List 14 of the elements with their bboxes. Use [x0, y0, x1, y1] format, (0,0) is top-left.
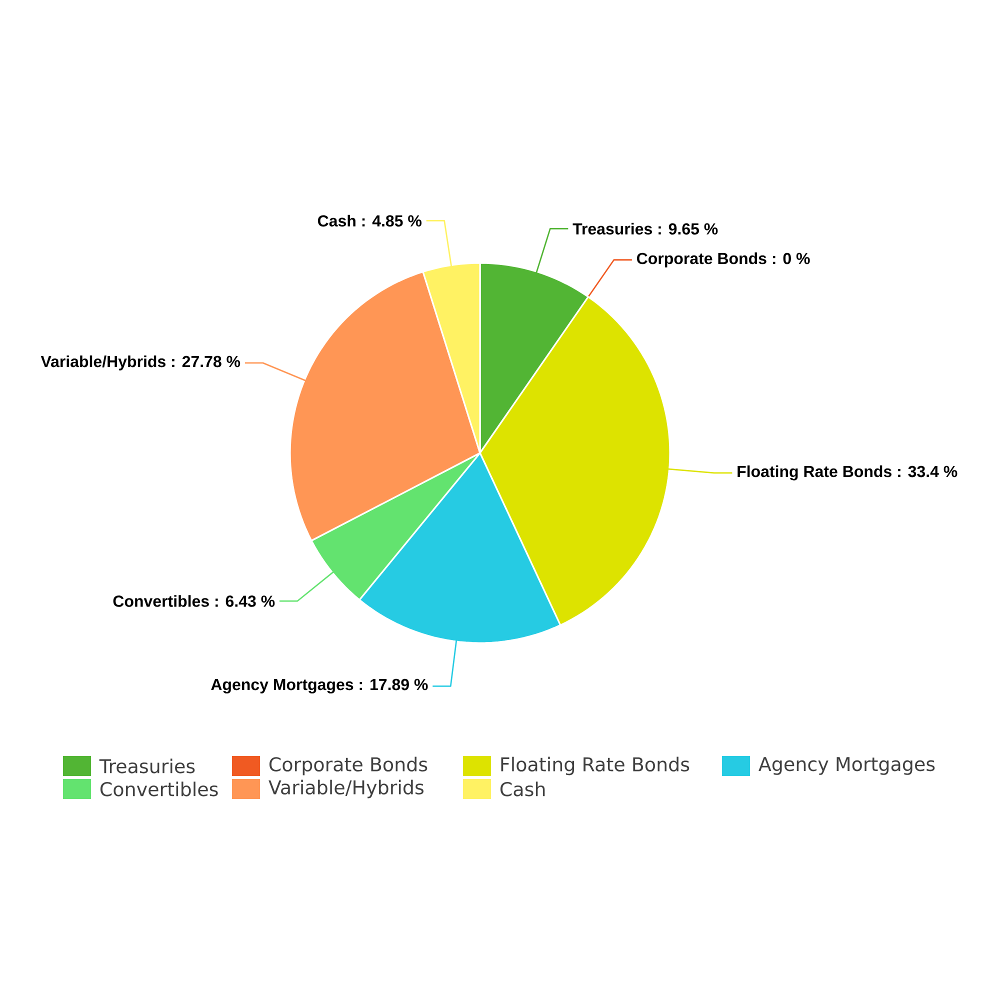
legend-label: Agency Mortgages [758, 757, 935, 775]
legend-label: Cash [500, 782, 545, 796]
data-label: Treasuries : 9.65 % [572, 222, 718, 235]
legend-label: Treasuries [99, 758, 195, 774]
data-label: Floating Rate Bonds : 33.4 % [738, 465, 958, 480]
legend-label: Floating Rate Bonds [501, 756, 690, 776]
data-label: Variable/Hybrids : 27.78 % [40, 355, 240, 370]
legend-label: Corporate Bonds [269, 756, 428, 776]
legend-label: Convertibles [100, 782, 218, 796]
data-label: Cash : 4.85 % [318, 214, 422, 227]
legend-label: Variable/Hybrids [268, 780, 424, 798]
text: Corporate Bonds : 0 % [636, 252, 810, 268]
data-label: Convertibles : 6.43 % [113, 595, 275, 607]
data-label: Agency Mortgages : 17.89 % [211, 678, 428, 694]
